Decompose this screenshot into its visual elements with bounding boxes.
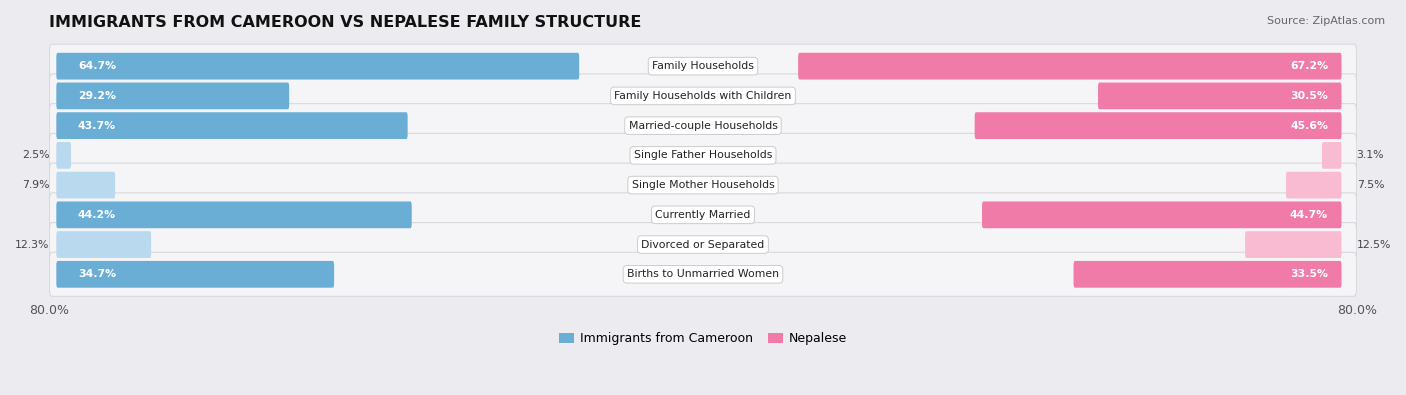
- FancyBboxPatch shape: [1322, 142, 1341, 169]
- Text: Married-couple Households: Married-couple Households: [628, 120, 778, 131]
- FancyBboxPatch shape: [56, 112, 408, 139]
- FancyBboxPatch shape: [56, 261, 335, 288]
- FancyBboxPatch shape: [56, 83, 290, 109]
- FancyBboxPatch shape: [49, 134, 1357, 177]
- Text: 12.5%: 12.5%: [1357, 240, 1391, 250]
- FancyBboxPatch shape: [49, 252, 1357, 296]
- Text: 2.5%: 2.5%: [22, 150, 49, 160]
- Text: 43.7%: 43.7%: [77, 120, 117, 131]
- Text: 30.5%: 30.5%: [1291, 91, 1329, 101]
- Text: 44.2%: 44.2%: [77, 210, 117, 220]
- FancyBboxPatch shape: [49, 103, 1357, 148]
- FancyBboxPatch shape: [799, 53, 1341, 79]
- Text: 67.2%: 67.2%: [1289, 61, 1329, 71]
- Text: 34.7%: 34.7%: [77, 269, 117, 279]
- Text: IMMIGRANTS FROM CAMEROON VS NEPALESE FAMILY STRUCTURE: IMMIGRANTS FROM CAMEROON VS NEPALESE FAM…: [49, 15, 641, 30]
- Text: 44.7%: 44.7%: [1289, 210, 1329, 220]
- Text: 33.5%: 33.5%: [1291, 269, 1329, 279]
- Text: Source: ZipAtlas.com: Source: ZipAtlas.com: [1267, 16, 1385, 26]
- Legend: Immigrants from Cameroon, Nepalese: Immigrants from Cameroon, Nepalese: [554, 327, 852, 350]
- Text: Single Mother Households: Single Mother Households: [631, 180, 775, 190]
- FancyBboxPatch shape: [1098, 83, 1341, 109]
- FancyBboxPatch shape: [1246, 231, 1341, 258]
- Text: Family Households: Family Households: [652, 61, 754, 71]
- Text: Currently Married: Currently Married: [655, 210, 751, 220]
- FancyBboxPatch shape: [56, 53, 579, 79]
- FancyBboxPatch shape: [56, 172, 115, 198]
- Text: Births to Unmarried Women: Births to Unmarried Women: [627, 269, 779, 279]
- Text: 45.6%: 45.6%: [1291, 120, 1329, 131]
- FancyBboxPatch shape: [49, 44, 1357, 88]
- Text: 3.1%: 3.1%: [1357, 150, 1384, 160]
- FancyBboxPatch shape: [1286, 172, 1341, 198]
- Text: Single Father Households: Single Father Households: [634, 150, 772, 160]
- FancyBboxPatch shape: [981, 201, 1341, 228]
- FancyBboxPatch shape: [49, 163, 1357, 207]
- FancyBboxPatch shape: [49, 222, 1357, 267]
- FancyBboxPatch shape: [49, 193, 1357, 237]
- Text: Family Households with Children: Family Households with Children: [614, 91, 792, 101]
- FancyBboxPatch shape: [56, 142, 72, 169]
- Text: 7.9%: 7.9%: [22, 180, 49, 190]
- Text: 29.2%: 29.2%: [77, 91, 115, 101]
- FancyBboxPatch shape: [56, 231, 150, 258]
- Text: 12.3%: 12.3%: [15, 240, 49, 250]
- FancyBboxPatch shape: [974, 112, 1341, 139]
- FancyBboxPatch shape: [49, 74, 1357, 118]
- FancyBboxPatch shape: [1074, 261, 1341, 288]
- FancyBboxPatch shape: [56, 201, 412, 228]
- Text: 7.5%: 7.5%: [1357, 180, 1384, 190]
- Text: 64.7%: 64.7%: [77, 61, 117, 71]
- Text: Divorced or Separated: Divorced or Separated: [641, 240, 765, 250]
